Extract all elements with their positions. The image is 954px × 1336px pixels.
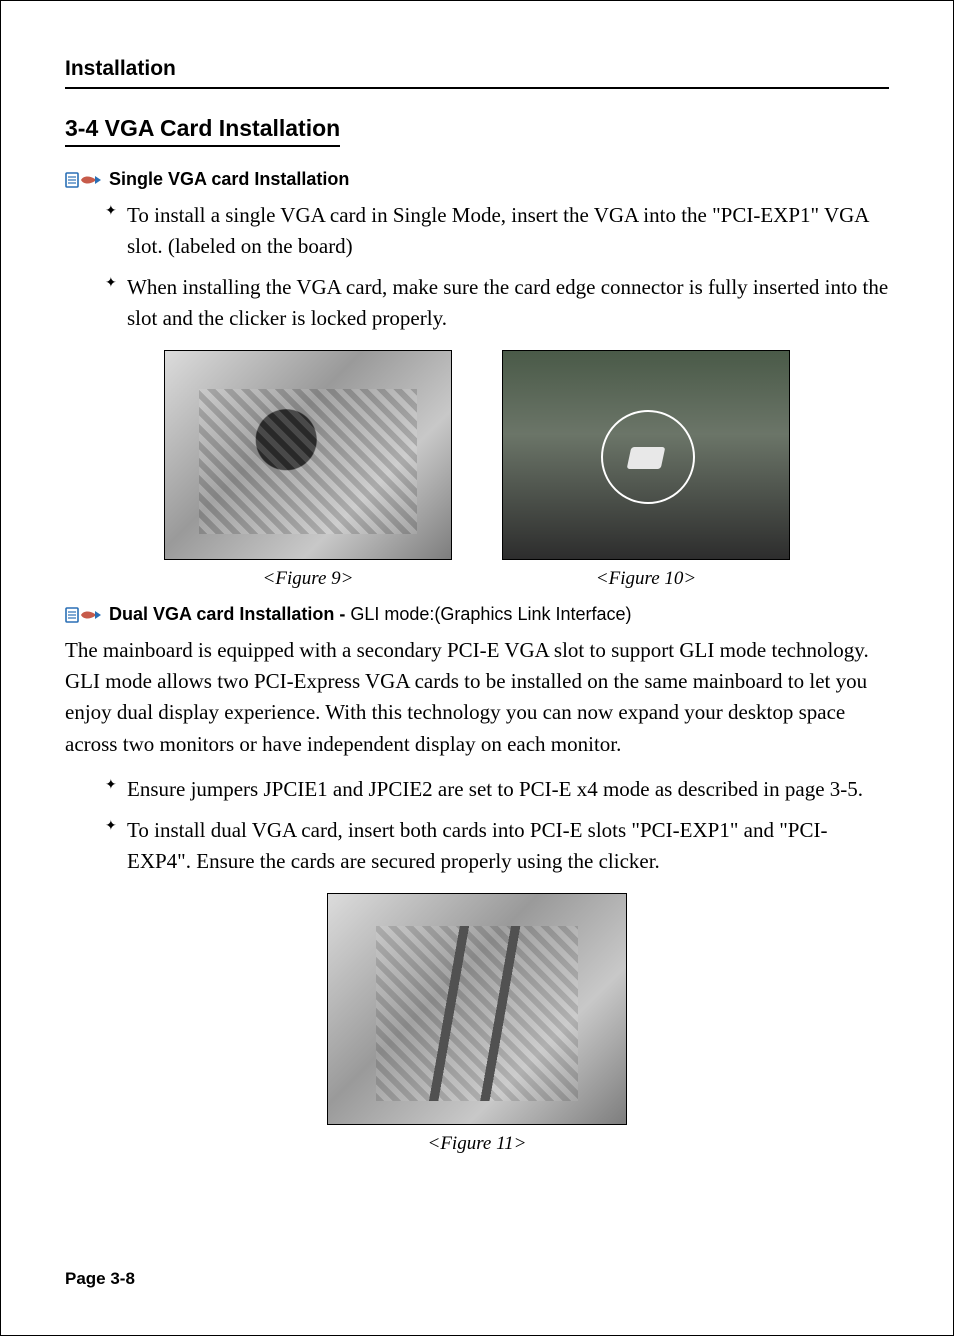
figure-10-box: <Figure 10> (502, 350, 790, 590)
figure-11-box: <Figure 11> (327, 893, 627, 1155)
figure-10-image (502, 350, 790, 560)
figure-row-bottom: <Figure 11> (65, 893, 889, 1155)
dual-vga-bullets: Ensure jumpers JPCIE1 and JPCIE2 are set… (65, 774, 889, 877)
list-item: Ensure jumpers JPCIE1 and JPCIE2 are set… (127, 774, 889, 805)
list-item: When installing the VGA card, make sure … (127, 272, 889, 334)
document-page: Installation 3-4 VGA Card Installation S… (0, 0, 954, 1336)
figure-row-top: <Figure 9> <Figure 10> (65, 350, 889, 590)
figure-11-caption: <Figure 11> (428, 1133, 527, 1155)
single-vga-heading: Single VGA card Installation (109, 169, 349, 190)
list-item: To install dual VGA card, insert both ca… (127, 815, 889, 877)
figure-11-image (327, 893, 627, 1125)
dual-vga-paragraph: The mainboard is equipped with a seconda… (65, 635, 889, 759)
dual-vga-heading-row: Dual VGA card Installation - GLI mode:(G… (65, 604, 889, 625)
dual-vga-heading-bold: Dual VGA card Installation - (109, 604, 350, 624)
dual-vga-heading-rest: GLI mode:(Graphics Link Interface) (350, 604, 631, 624)
pointing-hand-icon (65, 170, 101, 190)
figure-10-caption: <Figure 10> (596, 568, 696, 590)
single-vga-bullets: To install a single VGA card in Single M… (65, 200, 889, 334)
figure-9-caption: <Figure 9> (263, 568, 354, 590)
section-title: 3-4 VGA Card Installation (65, 115, 340, 147)
page-footer: Page 3-8 (65, 1269, 135, 1289)
dual-vga-heading: Dual VGA card Installation - GLI mode:(G… (109, 604, 632, 625)
single-vga-heading-row: Single VGA card Installation (65, 169, 889, 190)
figure-9-box: <Figure 9> (164, 350, 452, 590)
figure-9-image (164, 350, 452, 560)
pointing-hand-icon (65, 605, 101, 625)
chapter-heading: Installation (65, 57, 889, 89)
list-item: To install a single VGA card in Single M… (127, 200, 889, 262)
